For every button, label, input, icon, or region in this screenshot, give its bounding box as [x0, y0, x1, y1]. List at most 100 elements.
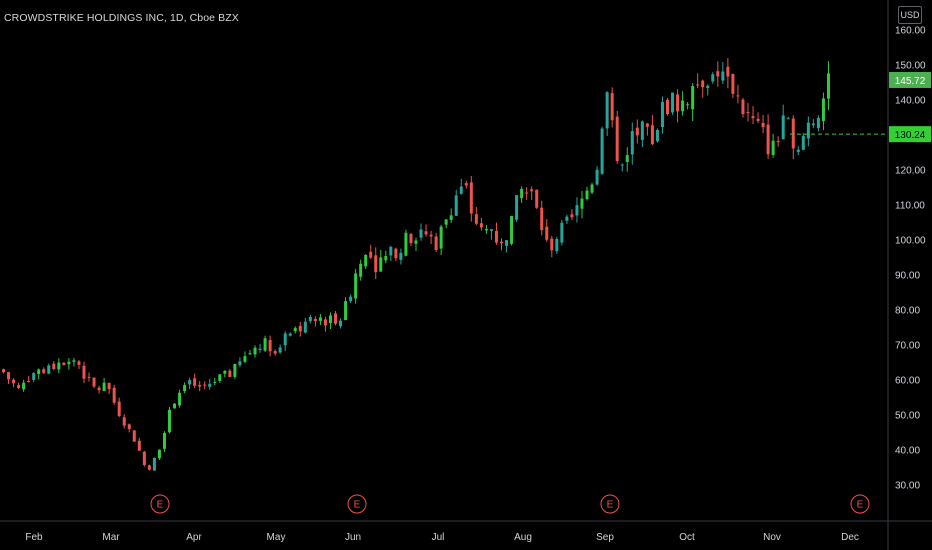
candle-body [595, 169, 599, 185]
candle-body [484, 228, 488, 231]
candle-body [535, 189, 539, 208]
candle-body [193, 378, 197, 386]
candle-body [12, 379, 16, 384]
earnings-icon[interactable] [850, 494, 870, 514]
candle-body [263, 338, 267, 351]
candle-body [42, 369, 46, 374]
candle-body [811, 123, 815, 126]
candle-body [208, 383, 212, 387]
candle-body [127, 424, 131, 430]
candle-body [238, 361, 242, 366]
candle-body [540, 207, 544, 231]
candle-body [183, 385, 187, 392]
y-tick-label: 70.00 [895, 341, 920, 352]
candle-body [27, 380, 31, 382]
candle-body [615, 116, 619, 162]
candle-body [786, 118, 790, 120]
candle-body [173, 403, 177, 409]
candle-body [102, 382, 106, 392]
candle-body [339, 320, 343, 327]
candle-body [474, 214, 478, 224]
candle-body [585, 190, 589, 200]
candle-body [580, 198, 584, 209]
candle-body [479, 223, 483, 228]
candle-body [500, 241, 503, 244]
candle-body [364, 254, 368, 267]
candle-body [530, 189, 534, 192]
candle-body [62, 362, 66, 366]
candle-body [625, 155, 629, 163]
candle-body [374, 255, 378, 273]
candle-body [691, 86, 695, 110]
candle-body [550, 238, 554, 251]
candle-body [268, 340, 272, 352]
candle-body [203, 384, 207, 386]
candle-body [107, 382, 111, 390]
candle-body [520, 188, 524, 199]
candle-body [112, 387, 116, 403]
y-tick-label: 50.00 [895, 411, 920, 422]
candle-body [791, 118, 795, 149]
candle-body [293, 328, 297, 332]
x-tick-label: Mar [102, 532, 120, 543]
candle-body [37, 369, 41, 375]
candle-body [323, 319, 327, 326]
candle-body [288, 333, 292, 336]
candle-body [706, 85, 710, 89]
candle-body [92, 377, 96, 387]
candle-body [344, 301, 348, 321]
candle-body [168, 409, 171, 433]
candle-body [47, 365, 51, 374]
earnings-icon[interactable] [150, 494, 170, 514]
candle-body [686, 104, 690, 106]
earnings-icon[interactable] [347, 494, 367, 514]
candle-body [701, 80, 705, 88]
earnings-label: E [607, 500, 614, 511]
candle-body [87, 376, 91, 378]
candle-body [741, 99, 745, 115]
x-tick-label: Sep [596, 532, 614, 543]
candle-body [489, 229, 493, 231]
candle-body [555, 238, 559, 252]
candle-body [419, 229, 423, 238]
candle-body [223, 370, 227, 374]
candle-body [213, 381, 217, 383]
candle-body [253, 347, 257, 355]
candle-body [318, 317, 322, 321]
earnings-icon[interactable] [600, 494, 620, 514]
candle-body [721, 71, 725, 81]
candle-body [650, 125, 654, 145]
candle-body [369, 251, 373, 258]
candle-body [429, 234, 433, 237]
y-axis-ticks: 160.00150.00140.00130.00120.00110.00100.… [895, 26, 926, 492]
candle-body [379, 257, 383, 272]
candle-body [660, 102, 664, 128]
candle-body [761, 122, 765, 128]
candle-body [444, 219, 448, 225]
candle-body [635, 127, 639, 136]
candle-body [283, 333, 287, 346]
candle-body [233, 363, 237, 377]
candle-body [77, 361, 81, 365]
candle-body [434, 236, 438, 250]
candle-body [248, 353, 252, 355]
candle-body [188, 380, 192, 385]
candle-body [72, 360, 76, 362]
candle-body [736, 95, 740, 97]
candle-body [671, 92, 675, 113]
candle-body [711, 74, 715, 82]
candle-body [731, 73, 735, 94]
candle-body [746, 112, 750, 114]
candle-body [52, 363, 56, 370]
candle-body [122, 417, 126, 426]
candle-body [459, 186, 463, 194]
candle-body [505, 240, 509, 246]
candle-body [751, 116, 755, 119]
currency-button[interactable]: USD [898, 6, 922, 24]
candle-body [449, 215, 453, 220]
candle-body [510, 215, 514, 244]
candles [2, 58, 830, 471]
candle-body [655, 130, 659, 142]
